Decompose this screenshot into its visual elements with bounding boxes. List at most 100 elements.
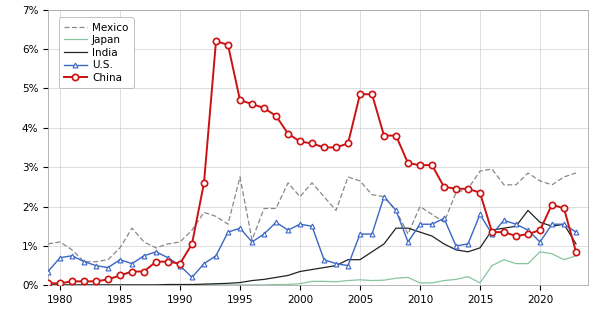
Legend: Mexico, Japan, India, U.S., China: Mexico, Japan, India, U.S., China [59, 17, 134, 88]
Mexico [308, 181, 316, 185]
U.S. [44, 269, 52, 273]
India [464, 250, 472, 254]
India [572, 242, 580, 246]
U.S. [188, 275, 196, 279]
Mexico [68, 248, 76, 252]
Mexico [116, 246, 124, 250]
U.S. [308, 224, 316, 228]
Mexico [428, 212, 436, 216]
Japan [572, 254, 580, 258]
India [116, 283, 124, 287]
Mexico [56, 240, 64, 244]
U.S. [404, 240, 412, 244]
U.S. [260, 232, 268, 236]
Japan [416, 281, 424, 285]
U.S. [476, 212, 484, 216]
Mexico [356, 179, 364, 183]
China [512, 234, 520, 238]
Mexico [440, 220, 448, 224]
India [524, 209, 532, 212]
Japan [320, 280, 328, 283]
China [116, 274, 124, 277]
Mexico [320, 195, 328, 198]
India [308, 268, 316, 271]
Mexico [272, 207, 280, 210]
Mexico [140, 240, 148, 244]
Japan [440, 279, 448, 282]
Japan [308, 280, 316, 283]
Japan [140, 283, 148, 287]
China [296, 139, 304, 143]
China [248, 102, 256, 106]
India [332, 264, 340, 268]
U.S. [164, 256, 172, 260]
China [44, 281, 52, 285]
China [224, 43, 232, 47]
U.S. [572, 230, 580, 234]
China [188, 242, 196, 246]
U.S. [512, 222, 520, 226]
U.S. [176, 264, 184, 268]
India [44, 283, 52, 287]
India [224, 281, 232, 285]
Japan [236, 283, 244, 287]
U.S. [200, 262, 208, 266]
Japan [560, 258, 568, 262]
U.S. [344, 264, 352, 268]
India [104, 283, 112, 287]
U.S. [68, 254, 76, 258]
China [464, 187, 472, 191]
India [188, 283, 196, 287]
U.S. [332, 262, 340, 266]
Mexico [332, 209, 340, 212]
India [128, 283, 136, 287]
China [164, 260, 172, 263]
China [404, 161, 412, 165]
U.S. [392, 209, 400, 212]
Mexico [488, 167, 496, 171]
Japan [44, 283, 52, 287]
Japan [248, 283, 256, 287]
China [68, 280, 76, 283]
India [548, 224, 556, 228]
Mexico [296, 195, 304, 198]
Japan [392, 276, 400, 280]
Mexico [80, 260, 88, 263]
India [452, 248, 460, 252]
U.S. [80, 260, 88, 263]
India [440, 242, 448, 246]
Japan [356, 278, 364, 282]
Japan [368, 279, 376, 282]
India [248, 279, 256, 282]
Mexico [212, 215, 220, 218]
Mexico [248, 238, 256, 242]
U.S. [92, 264, 100, 268]
China [368, 92, 376, 96]
India [380, 242, 388, 246]
India [320, 266, 328, 269]
China [56, 281, 64, 285]
China [392, 134, 400, 138]
Mexico [392, 209, 400, 212]
India [236, 281, 244, 284]
India [368, 250, 376, 254]
Mexico [512, 183, 520, 187]
India [200, 282, 208, 286]
U.S. [440, 217, 448, 220]
India [296, 269, 304, 273]
China [152, 260, 160, 263]
U.S. [224, 230, 232, 234]
Mexico [164, 242, 172, 246]
Line: India: India [48, 210, 576, 285]
Line: China: China [45, 38, 579, 287]
U.S. [452, 244, 460, 248]
Japan [104, 283, 112, 287]
Japan [452, 277, 460, 281]
Mexico [152, 246, 160, 250]
Mexico [92, 260, 100, 263]
India [176, 283, 184, 287]
Japan [464, 275, 472, 279]
Japan [284, 283, 292, 287]
Japan [548, 252, 556, 256]
China [500, 230, 508, 234]
